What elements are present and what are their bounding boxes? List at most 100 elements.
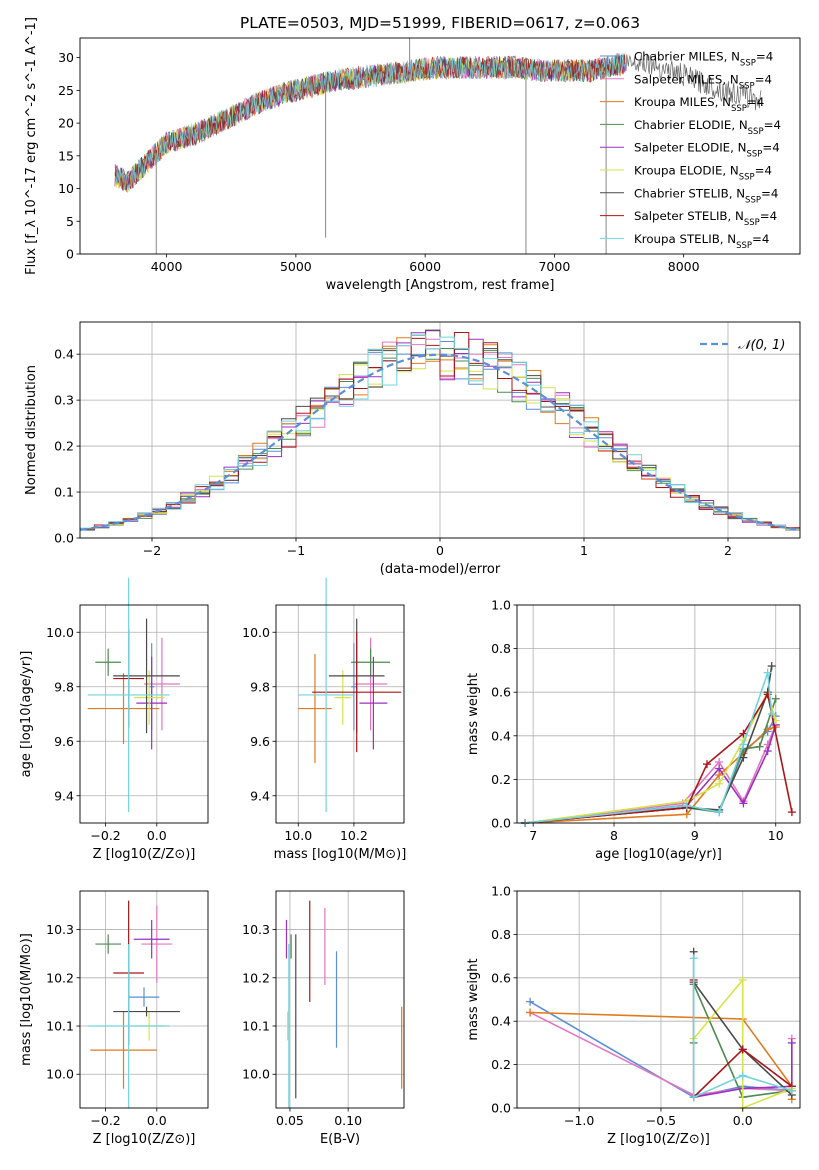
y-tick-label: 0.4 — [491, 1014, 511, 1029]
hist-salpeter-stelib — [80, 332, 800, 530]
y-axis-label: Normed distribution — [24, 365, 39, 495]
hist-kroupa-stelib — [80, 334, 800, 531]
series-kroupa-stelib — [692, 958, 793, 1099]
y-tick-label: 0.2 — [54, 439, 74, 454]
y-axis-label: mass [log10(M/M⊙)] — [19, 933, 34, 1066]
y-tick-label: 1.0 — [491, 598, 511, 613]
x-tick-label: −0.2 — [90, 1113, 120, 1128]
y-tick-label: 10.3 — [242, 922, 270, 937]
y-axis-label: mass weight — [466, 958, 481, 1040]
y-tick-label: 9.6 — [54, 734, 74, 749]
y-tick-label: 0.3 — [54, 393, 74, 408]
panel-residual-histogram: −2 −1 0 1 2 0.0 0.1 0.2 0.3 0.4 (data-model)/error… — [24, 321, 801, 577]
plot-area — [79, 329, 801, 531]
y-tick-label: 10.2 — [242, 970, 270, 985]
grid — [276, 891, 404, 1108]
y-tick-label: 15 — [58, 148, 74, 163]
x-tick-label: 0 — [436, 543, 444, 558]
axes-frame — [275, 604, 405, 824]
x-tick-label: 4000 — [151, 259, 183, 274]
x-axis-label: age [log10(age/yr)] — [595, 847, 722, 862]
legend-label: 𝒩(0, 1) — [738, 338, 785, 353]
panel-age-vs-mass: 10.0 10.2 9.4 9.6 9.8 10.0 mass [log10(M/M⊙)] — [242, 577, 407, 862]
y-tick-label: 0.6 — [491, 970, 511, 985]
y-tick-label: 0.0 — [54, 531, 74, 546]
y-tick-label: 10.0 — [242, 1067, 270, 1082]
series-salpeter-elodie — [693, 1042, 793, 1098]
x-tick-label: −0.2 — [90, 828, 120, 843]
x-axis-label: wavelength [Angstrom, rest frame] — [326, 278, 555, 293]
x-tick-label: −1 — [287, 543, 305, 558]
x-axis-label: (data-model)/error — [380, 562, 501, 577]
y-tick-label: 1.0 — [491, 884, 511, 899]
y-tick-label: 10.1 — [46, 1019, 74, 1034]
y-tick-label: 0.2 — [491, 1057, 511, 1072]
axes-frame — [516, 890, 801, 1109]
y-tick-label: 0.4 — [54, 347, 74, 362]
y-tick-label: 10.0 — [46, 1067, 74, 1082]
x-tick-label: 0.10 — [334, 1113, 362, 1128]
series-kroupa-elodie — [693, 977, 793, 1110]
model-spectrum-kroupa-stelib — [114, 52, 626, 192]
y-tick-label: 10.3 — [46, 922, 74, 937]
x-tick-label: 2 — [724, 543, 732, 558]
x-axis-label: Z [log10(Z/Z⊙)] — [93, 847, 196, 862]
grid — [276, 605, 404, 823]
y-tick-label: 9.4 — [250, 788, 270, 803]
panel-age-vs-metallicity: −0.2 0.0 9.4 9.6 9.8 10.0 Z [log10(Z/Z⊙)] age [… — [19, 577, 209, 862]
y-tick-label: 0.4 — [491, 728, 511, 743]
x-tick-label: 10.0 — [284, 828, 312, 843]
y-tick-label: 0.0 — [491, 1101, 511, 1116]
plot-area — [87, 577, 180, 813]
y-tick-label: 0.1 — [54, 485, 74, 500]
axes-frame — [516, 604, 801, 824]
x-tick-label: 0.0 — [733, 1113, 753, 1128]
y-tick-label: 0 — [66, 247, 74, 262]
y-tick-label: 9.8 — [250, 679, 270, 694]
y-tick-label: 10.0 — [242, 625, 270, 640]
y-axis-label: mass weight — [466, 673, 481, 755]
y-tick-label: 30 — [58, 50, 74, 65]
x-tick-label: 8000 — [668, 259, 700, 274]
y-tick-label: 20 — [58, 116, 74, 131]
panel-mass-vs-metallicity: −0.2 0.0 10.0 10.1 10.2 10.3 Z [log10(Z/Z⊙)] ma… — [19, 890, 209, 1147]
x-axis-label: Z [log10(Z/Z⊙)] — [93, 1132, 196, 1147]
y-tick-label: 0.0 — [491, 816, 511, 831]
axes-frame — [79, 37, 801, 255]
figure-title: PLATE=0503, MJD=51999, FIBERID=0617, z=0… — [240, 14, 640, 32]
x-axis-label: E(B-V) — [320, 1132, 360, 1147]
plot-area — [521, 662, 796, 827]
x-tick-label: −0.5 — [646, 1113, 676, 1128]
x-tick-label: 9 — [691, 828, 699, 843]
y-axis-label: Flux [f_λ 10^-17 erg cm^-2 s^-1 A^-1] — [24, 17, 39, 275]
axes-frame — [79, 890, 209, 1109]
plot-area — [114, 38, 762, 254]
x-tick-label: −2 — [143, 543, 161, 558]
axes-frame — [275, 890, 405, 1109]
legend: 𝒩(0, 1) — [700, 338, 785, 353]
plot-area — [526, 947, 796, 1112]
y-tick-label: 9.4 — [54, 788, 74, 803]
panel-mass-weight-vs-age: 7 8 9 10 0.0 0.2 0.4 0.6 0.8 1.0 age [log10(age/yr… — [466, 598, 801, 862]
x-tick-label: 7000 — [538, 259, 570, 274]
x-tick-label: 7 — [529, 828, 537, 843]
x-tick-label: 5000 — [280, 259, 312, 274]
y-tick-label: 9.6 — [250, 734, 270, 749]
x-axis-label: Z [log10(Z/Z⊙)] — [607, 1132, 710, 1147]
y-tick-label: 9.8 — [54, 679, 74, 694]
plot-area — [87, 900, 180, 1108]
panel-mass-vs-extinction: 0.05 0.10 10.0 10.1 10.2 10.3 E(B-V) — [242, 890, 405, 1147]
y-tick-label: 0.2 — [491, 772, 511, 787]
x-tick-label: 0.0 — [147, 1113, 167, 1128]
plot-area — [285, 900, 403, 1108]
y-tick-label: 10 — [58, 181, 74, 196]
normal-curve — [79, 353, 801, 531]
axes-frame — [79, 321, 801, 539]
y-tick-label: 10.2 — [46, 970, 74, 985]
y-tick-label: 0.6 — [491, 685, 511, 700]
y-tick-label: 10.1 — [242, 1019, 270, 1034]
x-axis-label: mass [log10(M/M⊙)] — [274, 847, 407, 862]
y-tick-label: 0.8 — [491, 641, 511, 656]
x-tick-label: 10.2 — [340, 828, 368, 843]
